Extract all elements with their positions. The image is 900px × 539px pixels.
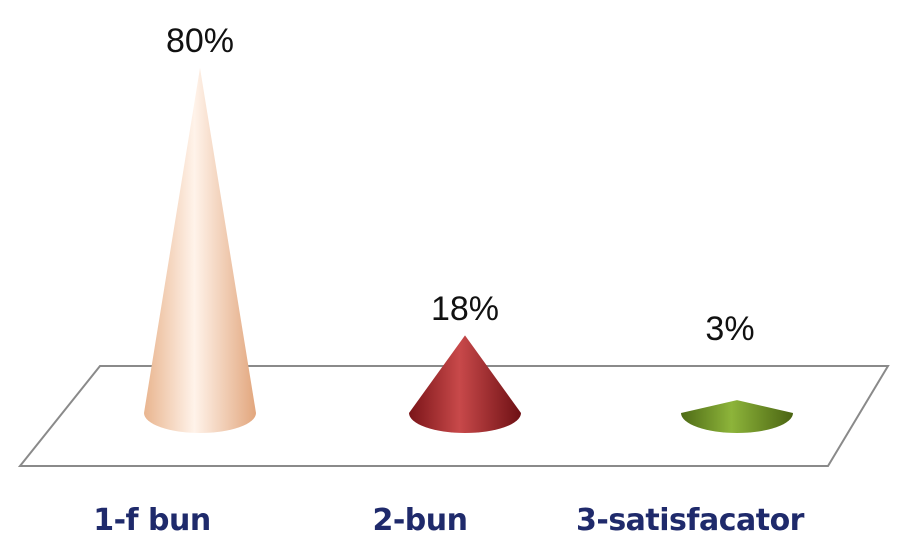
value-labels: 80% 18% 3% — [166, 22, 755, 348]
cone-3-satisfacator-body — [681, 400, 793, 433]
category-label-1-f-bun: 1-f bun — [93, 503, 211, 538]
chart-marks — [144, 68, 793, 433]
category-label-2-bun: 2-bun — [372, 503, 467, 538]
category-labels: 1-f bun 2-bun 3-satisfacator — [93, 503, 805, 538]
cone-2-bun-body — [409, 335, 521, 433]
value-label-1-f-bun: 80% — [166, 22, 234, 60]
cone-1-f-bun-body — [144, 68, 256, 433]
cone-3-satisfacator — [681, 400, 793, 433]
cone-2-bun — [409, 335, 521, 433]
category-label-3-satisfacator: 3-satisfacator — [576, 503, 805, 538]
cone-1-f-bun — [144, 68, 256, 433]
value-label-3-satisfacator: 3% — [705, 310, 754, 348]
value-label-2-bun: 18% — [431, 290, 499, 328]
